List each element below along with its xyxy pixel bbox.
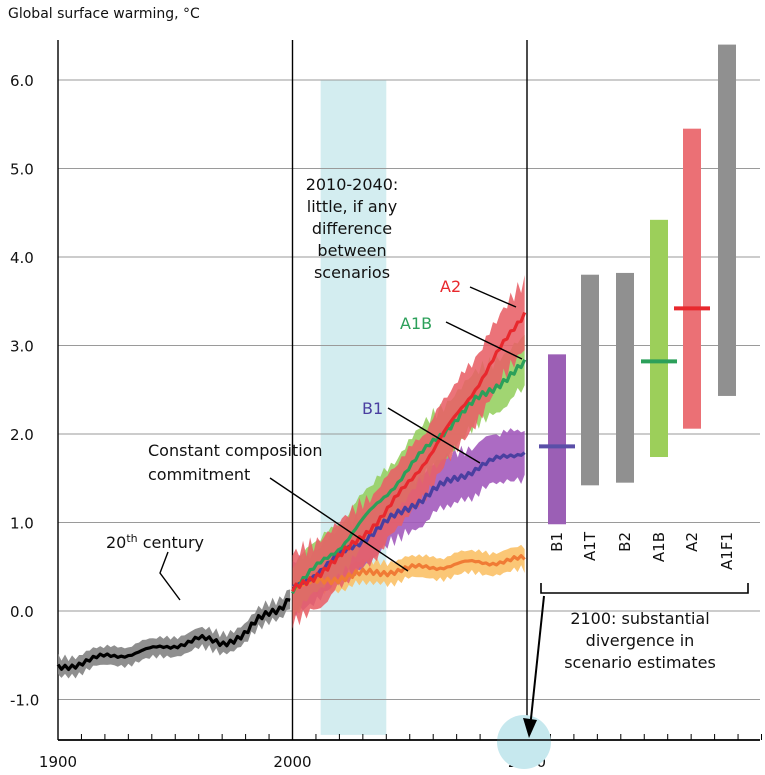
scenario-bar-b2 — [616, 272, 634, 483]
series-line-a2 — [291, 311, 527, 593]
commitment-note-line: Constant composition — [148, 441, 323, 460]
century-pointer — [159, 551, 181, 601]
divergence-note-line: scenario estimates — [564, 653, 716, 672]
divergence-arrow — [529, 595, 545, 729]
series-line-constant-composition-commitment — [291, 554, 526, 591]
scenario-bar-a1f1 — [718, 44, 736, 396]
scenario-bracket — [540, 583, 749, 594]
y-tick-label: 3.0 — [10, 338, 34, 356]
series-line-a1b — [291, 359, 527, 595]
a1b-pointer — [445, 321, 523, 360]
period-note-line: scenarios — [314, 263, 390, 282]
y-tick-label: 1.0 — [10, 515, 34, 533]
chart-title: Global surface warming, °C — [8, 6, 200, 22]
scenario-bar-label: A2 — [683, 532, 701, 552]
century-note: 20th century — [106, 532, 204, 552]
y-tick-label: 2.0 — [10, 426, 34, 444]
period-note-line: 2010-2040: — [306, 175, 399, 194]
divergence-arrowhead — [523, 718, 537, 738]
series-line-20th-century — [56, 598, 291, 672]
a2-pointer — [469, 286, 517, 308]
divergence-note-line: 2100: substantial — [570, 609, 709, 628]
scenario-bar-b1 — [548, 354, 566, 525]
scenario-bar-label: A1T — [581, 531, 599, 561]
year-2100-highlight — [497, 715, 551, 769]
series-band-a2 — [292, 275, 525, 630]
x-tick-label: 2000 — [273, 753, 311, 771]
scenario-bar-a2 — [683, 128, 701, 429]
x-tick-label: 1900 — [39, 753, 77, 771]
commitment-note-line: commitment — [148, 465, 250, 484]
scenario-bar-a1b — [650, 219, 668, 458]
scenario-bar-label: A1F1 — [718, 532, 736, 570]
period-note-line: between — [317, 241, 386, 260]
scenario-bar-label: A1B — [650, 532, 668, 562]
y-tick-label: 5.0 — [10, 161, 34, 179]
label-b1: B1 — [362, 399, 383, 418]
divergence-note-line: divergence in — [586, 631, 695, 650]
highlight-period-band — [320, 80, 387, 735]
period-note-line: little, if any — [307, 197, 397, 216]
scenario-bar-a1t — [581, 274, 599, 486]
y-tick-label: 4.0 — [10, 249, 34, 267]
commitment-pointer — [269, 477, 409, 572]
y-tick-label: 6.0 — [10, 72, 34, 90]
b1-pointer — [387, 407, 481, 464]
series-band-20th-century — [58, 589, 291, 679]
scenario-bar-label: B1 — [548, 532, 566, 552]
label-a1b: A1B — [400, 314, 432, 333]
label-a2: A2 — [440, 277, 461, 296]
y-tick-label: 0.0 — [10, 603, 34, 621]
series-band-constant-composition-commitment — [292, 544, 525, 599]
period-note-line: difference — [312, 219, 392, 238]
scenario-bar-label: B2 — [616, 532, 634, 552]
y-tick-label: -1.0 — [10, 692, 39, 710]
